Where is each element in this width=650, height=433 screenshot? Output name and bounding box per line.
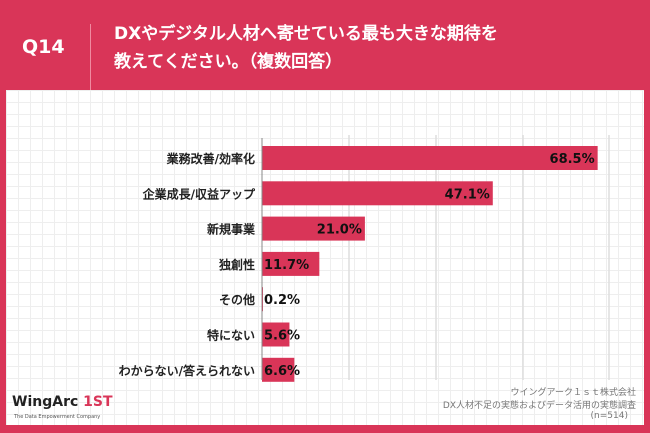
question-number: Q14 [22, 36, 65, 58]
value-label: 21.0% [317, 223, 362, 238]
category-label: 業務改善/効率化 [166, 151, 255, 166]
bar [262, 181, 493, 206]
category-label: 独創性 [218, 257, 255, 272]
bar [262, 357, 295, 382]
footer-sample-size: (n=514) [590, 411, 628, 421]
title-line-2: 教えてください。（複数回答） [114, 52, 343, 72]
footer-survey: DX人材不足の実態およびデータ活用の実態調査 [442, 401, 636, 411]
value-label: 6.6% [264, 364, 300, 379]
value-label: 5.6% [264, 329, 300, 344]
category-label: 特にない [207, 328, 255, 343]
value-label: 47.1% [445, 187, 490, 202]
logo-name: WingArc [12, 394, 79, 410]
category-label: その他 [219, 292, 255, 307]
value-label: 0.2% [264, 293, 300, 308]
category-label: 新規事業 [207, 222, 256, 237]
bar [262, 146, 598, 170]
logo-mark: 1ST [83, 394, 113, 410]
chart-panel [6, 90, 644, 425]
value-label: 11.7% [264, 258, 309, 273]
logo-tagline: The Data Empowerment Company [14, 414, 101, 420]
title-line-1: DXやデジタル人材へ寄せている最も大きな期待を [114, 24, 498, 44]
category-label: 企業成長/収益アップ [142, 186, 256, 201]
bar [262, 216, 365, 241]
value-label: 68.5% [550, 152, 595, 167]
footer-company: ウイングアーク１ｓｔ株式会社 [510, 388, 636, 398]
bar [262, 322, 290, 347]
category-label: わからない/答えられない [119, 363, 255, 378]
question-title: DXやデジタル人材へ寄せている最も大きな期待を 教えてください。（複数回答） [114, 20, 634, 76]
bar [262, 251, 320, 276]
wingarc-logo: WingArc 1ST [12, 394, 113, 410]
header-divider [90, 24, 91, 90]
